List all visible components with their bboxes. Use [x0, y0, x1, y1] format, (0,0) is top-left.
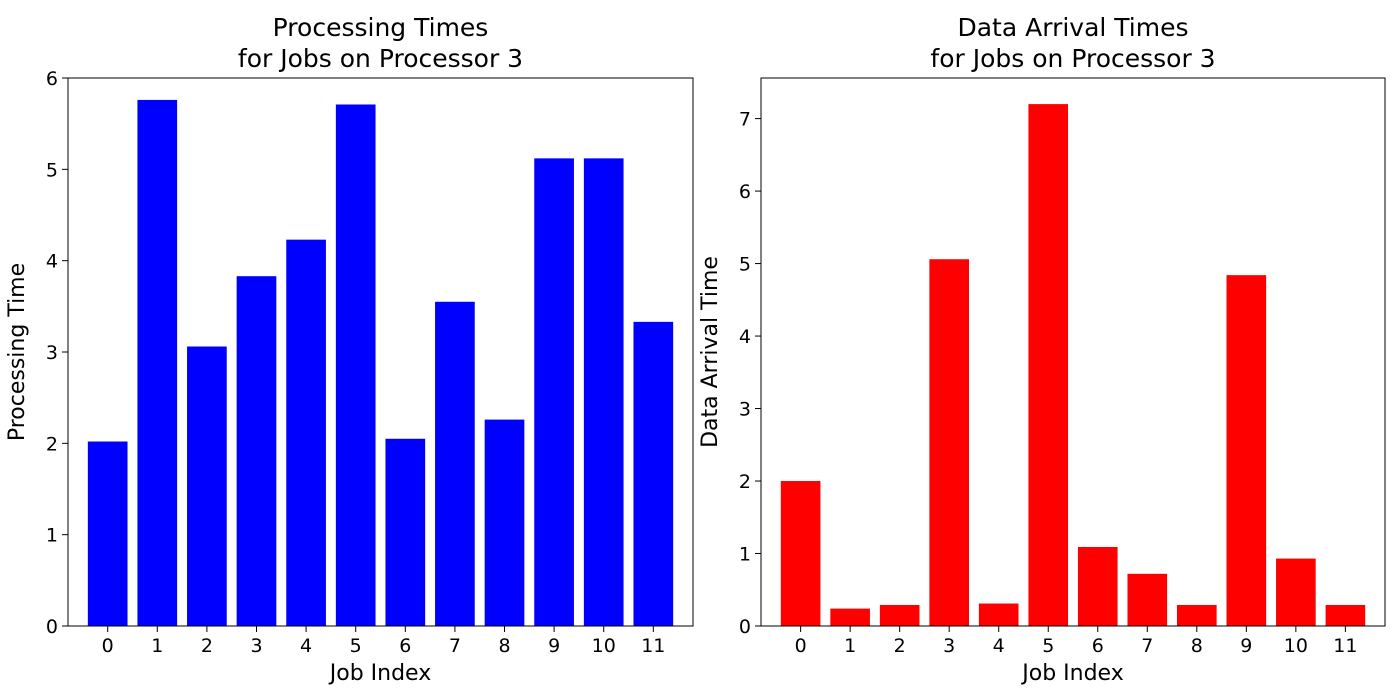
plot-frame [760, 77, 1386, 627]
x-tick-label: 2 [201, 635, 213, 657]
y-tick-label: 3 [739, 399, 751, 421]
y-tick-label: 1 [739, 544, 751, 566]
x-tick-label: 5 [1042, 635, 1054, 657]
bar [335, 104, 376, 627]
x-tick-label: 8 [1191, 635, 1203, 657]
bar [484, 419, 525, 626]
x-tick-label: 9 [1240, 635, 1252, 657]
chart-title-line: Processing Times [273, 13, 489, 42]
y-tick-label: 2 [46, 433, 58, 455]
x-tick-label: 8 [498, 635, 510, 657]
y-tick-label: 2 [739, 471, 751, 493]
x-tick-label: 6 [1092, 635, 1104, 657]
chart-title-line: Data Arrival Times [957, 13, 1188, 42]
x-tick-label: 1 [844, 635, 856, 657]
bar [780, 481, 821, 626]
y-tick-label: 7 [739, 109, 751, 131]
bar [1028, 104, 1069, 627]
x-tick-label: 0 [795, 635, 807, 657]
bar [583, 158, 624, 626]
x-tick-label: 1 [151, 635, 163, 657]
bar [1226, 275, 1267, 626]
y-tick-label: 0 [739, 616, 751, 638]
x-tick-label: 3 [250, 635, 262, 657]
bar [1077, 546, 1118, 626]
x-tick-label: 0 [102, 635, 114, 657]
bar [187, 346, 227, 626]
bar [978, 603, 1019, 626]
bar [830, 608, 870, 626]
chart-title-line: for Jobs on Processor 3 [238, 44, 523, 73]
y-axis-label: Data Arrival Time [698, 256, 723, 448]
bar [137, 99, 178, 627]
y-tick-label: 3 [46, 342, 58, 364]
x-tick-label: 11 [1333, 635, 1357, 657]
bar [633, 321, 674, 626]
x-tick-label: 10 [1284, 635, 1308, 657]
x-tick-label: 10 [592, 635, 616, 657]
y-tick-label: 4 [46, 251, 58, 273]
bar [1276, 558, 1316, 626]
x-tick-label: 9 [548, 635, 560, 657]
x-tick-label: 6 [399, 635, 411, 657]
x-tick-label: 4 [300, 635, 312, 657]
x-tick-label: 11 [641, 635, 665, 657]
y-tick-label: 4 [739, 326, 751, 348]
bar [1177, 604, 1217, 626]
x-tick-label: 7 [1141, 635, 1153, 657]
bar [385, 438, 426, 626]
y-tick-label: 6 [739, 181, 751, 203]
x-tick-label: 2 [894, 635, 906, 657]
bar [435, 301, 475, 626]
bar [879, 604, 920, 626]
y-tick-label: 5 [46, 159, 58, 181]
y-tick-label: 6 [46, 68, 58, 90]
bar [929, 259, 969, 626]
bar [236, 276, 277, 626]
y-tick-label: 1 [46, 525, 58, 547]
bar [534, 158, 574, 626]
x-axis-label: Job Index [328, 661, 431, 686]
x-axis-label: Job Index [1020, 661, 1123, 686]
y-tick-label: 5 [739, 254, 751, 276]
bar [286, 239, 326, 626]
x-tick-label: 5 [350, 635, 362, 657]
y-axis-label: Processing Time [5, 263, 30, 441]
x-tick-label: 4 [993, 635, 1005, 657]
x-tick-label: 7 [449, 635, 461, 657]
x-tick-label: 3 [943, 635, 955, 657]
chart-panel-0: 0 1 2 3 4 5 6 7 8 9 10 11 0 1 2 3 4 5 6 Processing Timesfor… [5, 13, 694, 686]
chart-panel-1: 0 1 2 3 4 5 6 7 8 9 10 11 0 1 2 3 4 5 6 7 Data Arrival Times… [698, 13, 1386, 686]
y-tick-label: 0 [46, 616, 58, 638]
bar [87, 441, 128, 626]
bar [1127, 573, 1168, 626]
bar [1325, 604, 1366, 626]
chart-title-line: for Jobs on Processor 3 [930, 44, 1215, 73]
